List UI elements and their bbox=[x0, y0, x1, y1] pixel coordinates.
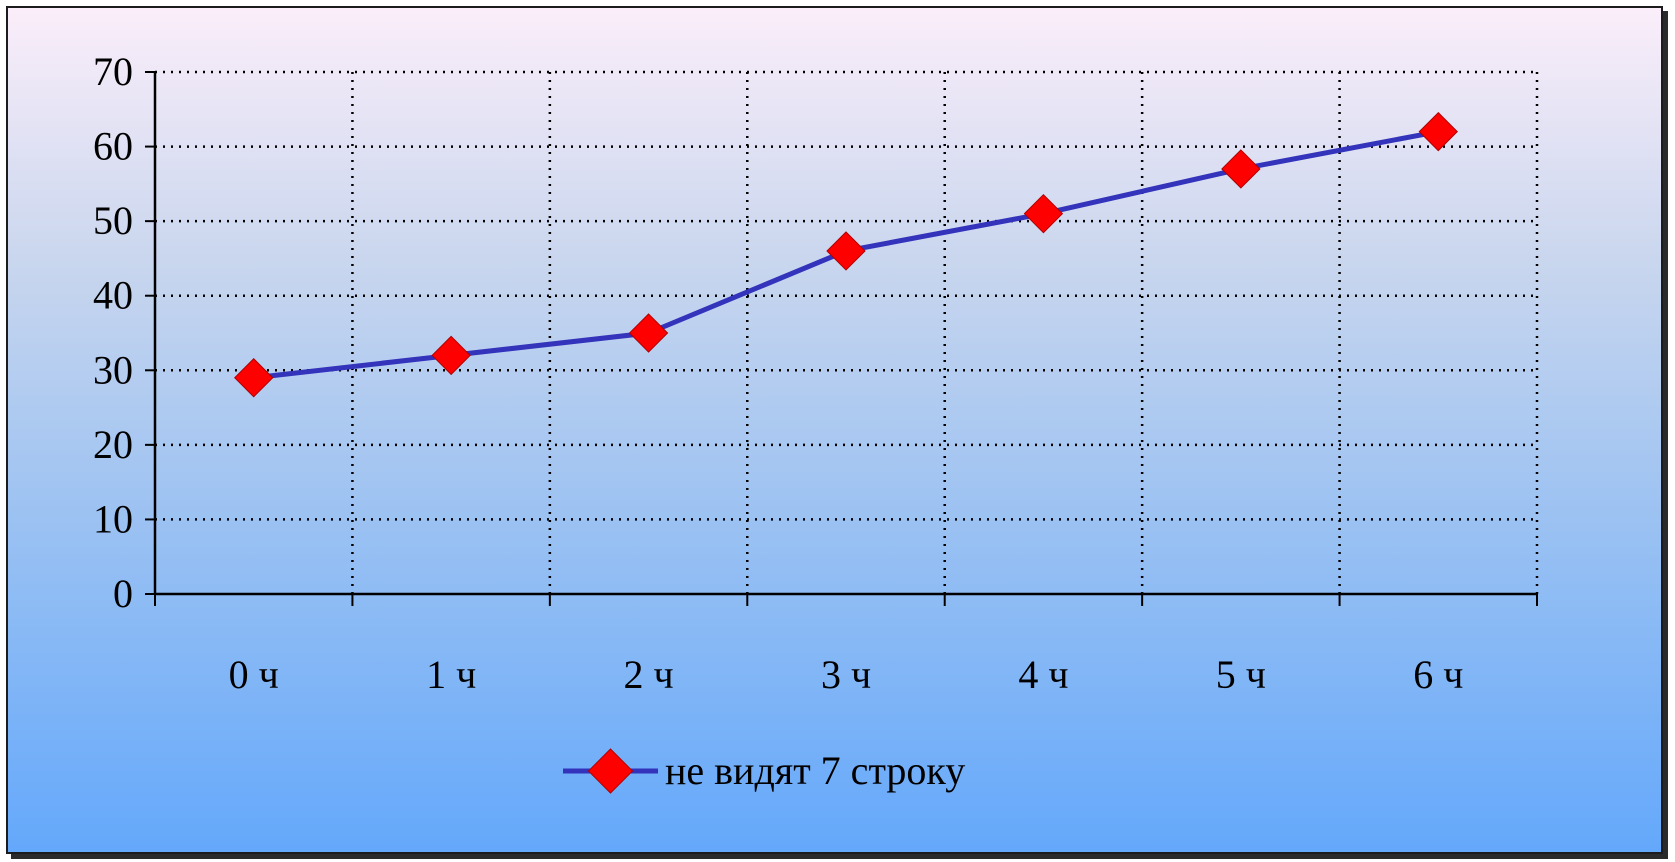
data-point bbox=[1221, 149, 1261, 189]
y-tick-label: 50 bbox=[93, 198, 133, 243]
x-tick-labels: 0 ч 1 ч 2 ч 3 ч 4 ч 5 ч 6 ч bbox=[229, 652, 1464, 697]
x-tick-label: 4 ч bbox=[1018, 652, 1068, 697]
legend-label: не видят 7 строку bbox=[665, 748, 965, 793]
x-tick-label: 6 ч bbox=[1413, 652, 1463, 697]
chart-area bbox=[6, 6, 1663, 854]
data-point bbox=[628, 313, 669, 353]
x-tick-label: 0 ч bbox=[229, 652, 279, 697]
y-tick-labels: 0 10 20 30 40 50 60 70 bbox=[93, 49, 133, 616]
x-tick-label: 1 ч bbox=[426, 652, 476, 697]
y-tick-label: 70 bbox=[93, 49, 133, 94]
y-tick-label: 20 bbox=[93, 422, 133, 467]
y-tick-label: 40 bbox=[93, 273, 133, 318]
y-tick-label: 60 bbox=[93, 124, 133, 169]
series-layer bbox=[234, 111, 1458, 398]
data-point bbox=[826, 231, 866, 271]
x-tick-label: 2 ч bbox=[624, 652, 674, 697]
legend: не видят 7 строку bbox=[563, 748, 965, 794]
x-tick-label: 3 ч bbox=[821, 652, 871, 697]
data-point bbox=[234, 358, 274, 398]
y-tick-label: 30 bbox=[93, 347, 133, 392]
y-tick-label: 0 bbox=[113, 571, 133, 616]
axes bbox=[145, 71, 1538, 606]
legend-marker-swatch bbox=[587, 748, 634, 794]
x-tick-label: 5 ч bbox=[1216, 652, 1266, 697]
data-point bbox=[1418, 111, 1458, 152]
data-point bbox=[431, 335, 471, 376]
data-point bbox=[1023, 193, 1064, 234]
y-tick-label: 10 bbox=[93, 496, 133, 541]
